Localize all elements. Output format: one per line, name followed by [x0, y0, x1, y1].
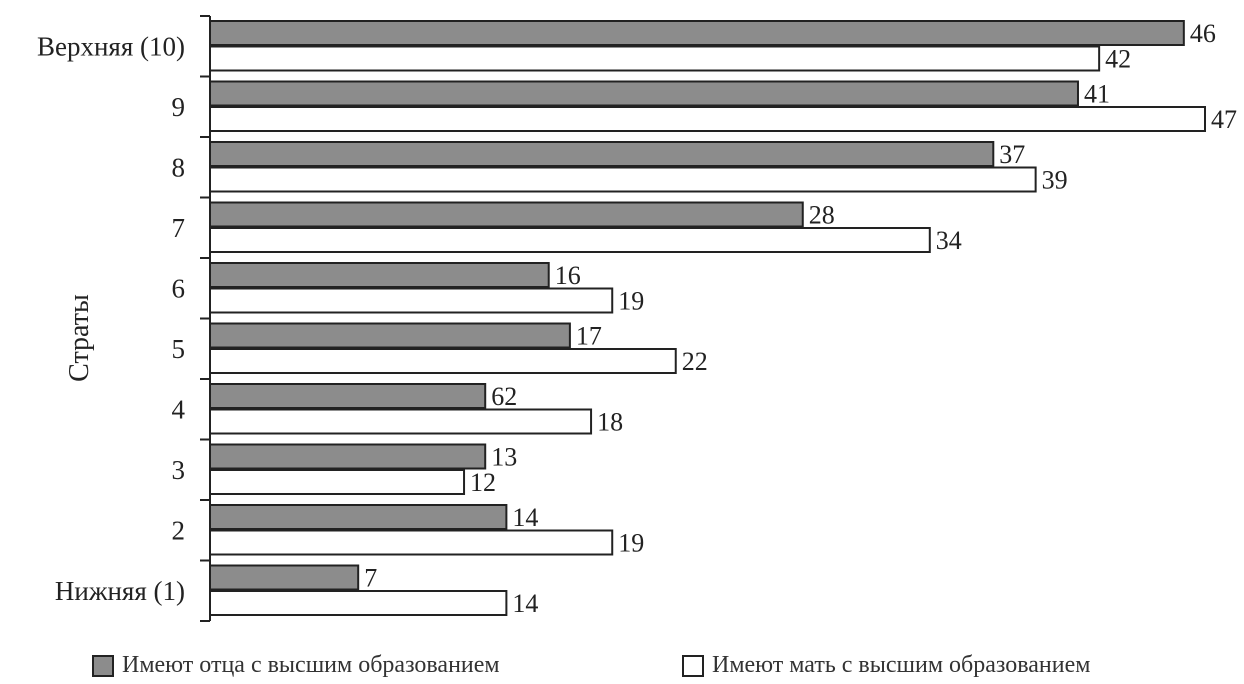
bar-father — [209, 201, 804, 228]
bar-father — [209, 504, 508, 530]
bar-mother — [209, 45, 1101, 72]
category-label: 9 — [172, 92, 186, 122]
data-label: 62 — [491, 382, 517, 411]
data-label: 19 — [618, 287, 644, 316]
bar-mother — [209, 348, 677, 374]
data-label: 14 — [512, 503, 538, 532]
bar-father — [209, 443, 487, 470]
category-label: 4 — [172, 394, 186, 424]
data-label: 41 — [1084, 80, 1110, 109]
data-label: 47 — [1211, 105, 1237, 134]
category-label: 6 — [172, 273, 186, 303]
bar-father — [209, 564, 360, 591]
data-label: 46 — [1190, 19, 1216, 48]
legend: Имеют отца с высшим образованием Имеют м… — [0, 646, 1244, 684]
bar-mother — [209, 166, 1037, 193]
data-label: 13 — [491, 443, 517, 472]
data-label: 34 — [936, 226, 962, 255]
category-label: 3 — [172, 455, 186, 485]
data-label: 17 — [576, 322, 602, 351]
data-label: 18 — [597, 408, 623, 437]
category-label: 8 — [172, 152, 186, 182]
bar-father — [209, 141, 995, 167]
bar-mother — [209, 287, 614, 314]
bar-father — [209, 262, 550, 288]
data-label: 14 — [512, 589, 538, 618]
bar-mother — [209, 469, 466, 495]
legend-label-mother: Имеют мать с высшим образованием — [712, 652, 1091, 678]
data-label: 22 — [682, 347, 708, 376]
category-label: 7 — [172, 213, 186, 243]
legend-swatch-mother — [682, 654, 704, 677]
bar-mother — [209, 106, 1206, 132]
bar-father — [209, 322, 571, 349]
data-label: 16 — [555, 261, 581, 290]
data-label: 28 — [809, 201, 835, 230]
data-label: 39 — [1042, 166, 1068, 195]
data-label: 12 — [470, 468, 496, 497]
legend-item-father: Имеют отца с высшим образованием — [92, 652, 500, 679]
data-label: 19 — [618, 529, 644, 558]
legend-item-mother: Имеют мать с высшим образованием — [682, 652, 1090, 679]
bar-father — [209, 20, 1185, 46]
data-label: 37 — [999, 140, 1025, 169]
bar-mother — [209, 590, 508, 616]
bar-father — [209, 80, 1079, 107]
data-label: 42 — [1105, 45, 1131, 74]
bar-father — [209, 383, 487, 409]
y-axis-title: Страты — [64, 294, 95, 382]
bar-mother — [209, 529, 614, 556]
bar-mother — [209, 408, 593, 435]
bar-mother — [209, 227, 931, 253]
category-label: 2 — [172, 515, 186, 545]
legend-label-father: Имеют отца с высшим образованием — [122, 652, 500, 678]
data-label: 7 — [364, 564, 377, 593]
category-label: 5 — [172, 334, 186, 364]
category-label: Верхняя (10) — [37, 31, 185, 61]
category-label: Нижняя (1) — [55, 576, 185, 606]
legend-swatch-father — [92, 654, 114, 677]
